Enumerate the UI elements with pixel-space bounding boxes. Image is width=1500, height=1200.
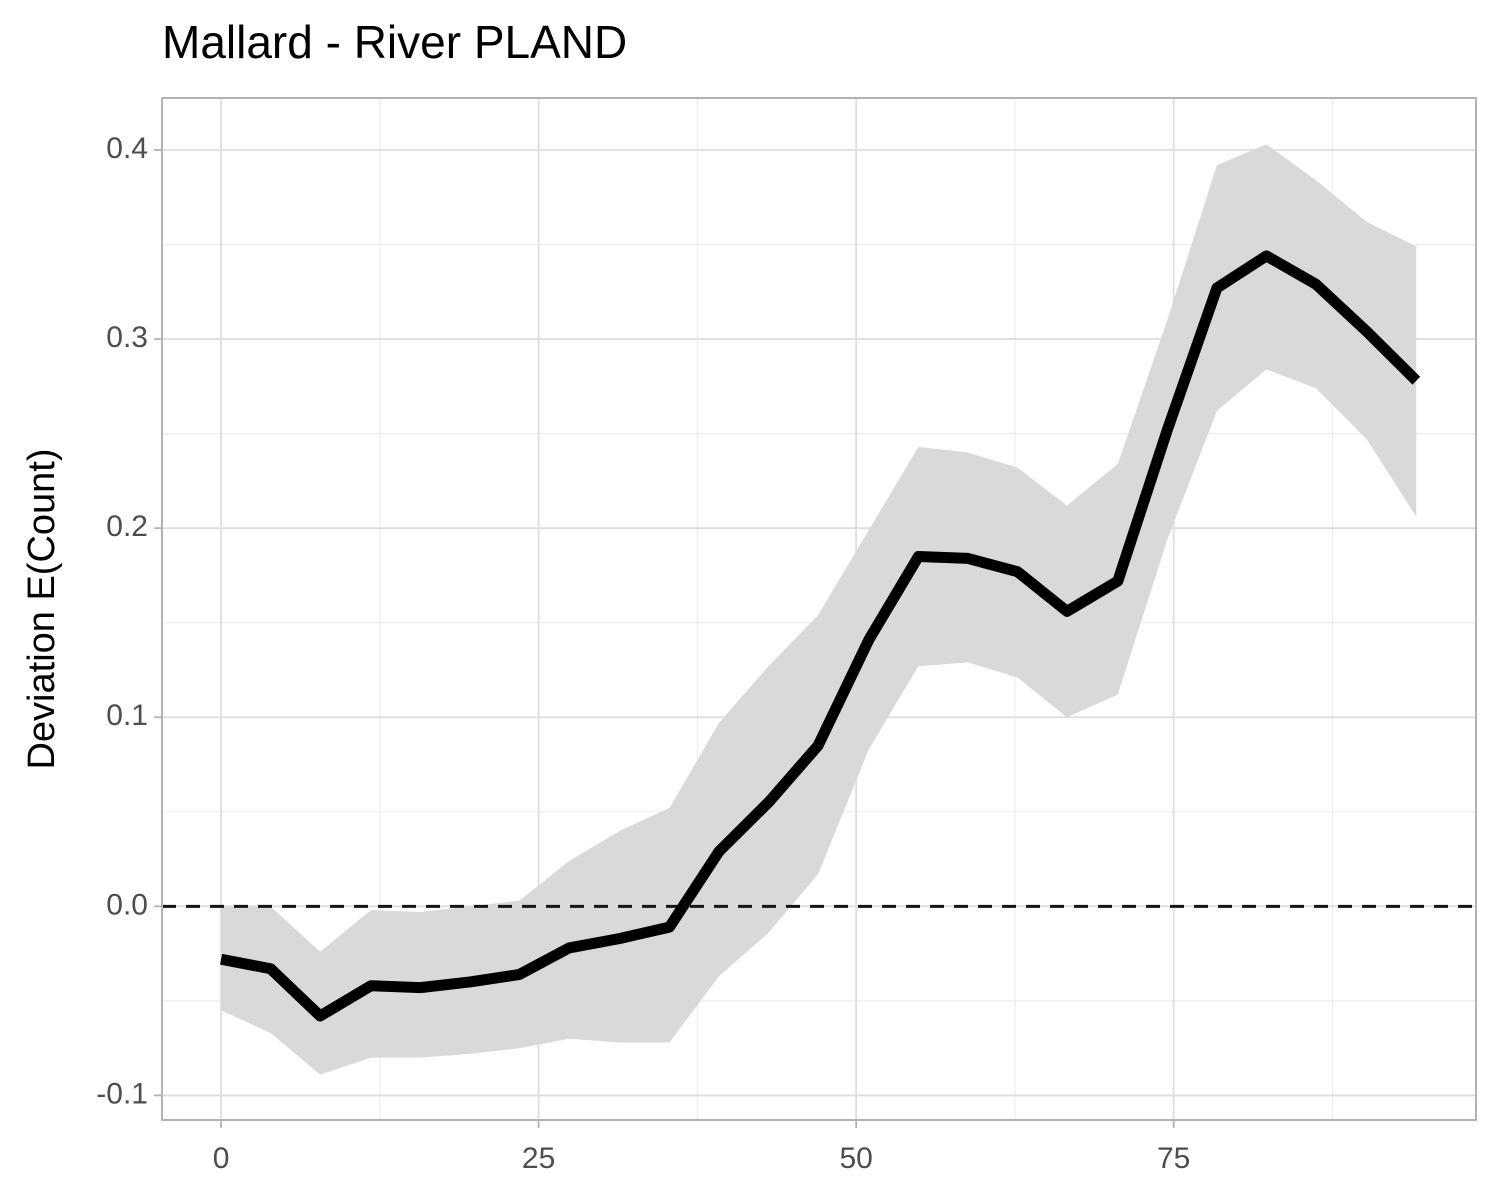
confidence-band <box>221 144 1417 1075</box>
panel-border <box>161 97 1477 1121</box>
y-tick-label: -0.1 <box>96 1077 148 1110</box>
y-axis-label: Deviation E(Count) <box>21 448 63 769</box>
y-tick-label: 0.2 <box>106 510 148 543</box>
x-tick-label: 0 <box>213 1142 230 1175</box>
y-tick-label: 0.3 <box>106 321 148 354</box>
chart-title: Mallard - River PLAND <box>162 16 627 68</box>
x-tick-label: 25 <box>522 1142 555 1175</box>
y-tick-label: 0.0 <box>106 888 148 921</box>
y-tick-label: 0.4 <box>106 132 148 165</box>
y-tick-label: 0.1 <box>106 699 148 732</box>
line <box>220 250 1421 1022</box>
x-tick-label: 75 <box>1157 1142 1190 1175</box>
x-tick-label: 50 <box>839 1142 872 1175</box>
